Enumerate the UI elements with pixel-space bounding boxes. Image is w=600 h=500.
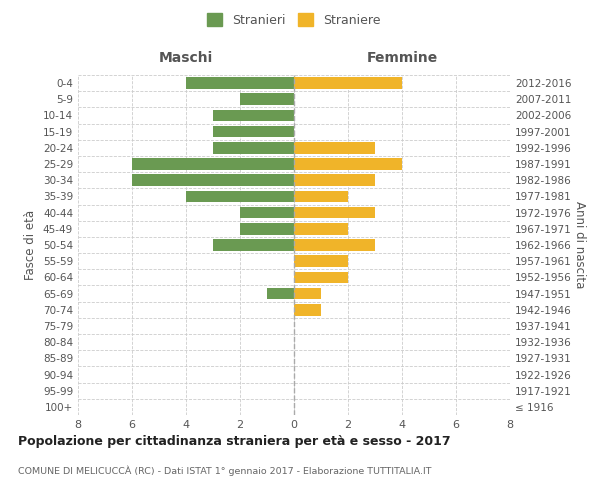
Bar	[240, 223, 294, 234]
Bar	[213, 142, 294, 154]
Bar	[186, 190, 294, 202]
Y-axis label: Anni di nascita: Anni di nascita	[572, 202, 586, 288]
Bar	[294, 158, 402, 170]
Bar	[294, 288, 321, 300]
Bar	[294, 190, 348, 202]
Bar	[132, 158, 294, 170]
Bar	[240, 207, 294, 218]
Y-axis label: Fasce di età: Fasce di età	[25, 210, 37, 280]
Bar	[294, 256, 348, 267]
Text: Maschi: Maschi	[159, 51, 213, 65]
Bar	[294, 239, 375, 251]
Bar	[132, 174, 294, 186]
Bar	[186, 78, 294, 89]
Bar	[294, 174, 375, 186]
Bar	[294, 78, 402, 89]
Text: COMUNE DI MELICUCCÀ (RC) - Dati ISTAT 1° gennaio 2017 - Elaborazione TUTTITALIA.: COMUNE DI MELICUCCÀ (RC) - Dati ISTAT 1°…	[18, 465, 431, 475]
Bar	[294, 207, 375, 218]
Bar	[213, 126, 294, 138]
Bar	[294, 142, 375, 154]
Bar	[240, 94, 294, 105]
Bar	[267, 288, 294, 300]
Bar	[213, 110, 294, 122]
Text: Popolazione per cittadinanza straniera per età e sesso - 2017: Popolazione per cittadinanza straniera p…	[18, 435, 451, 448]
Bar	[213, 239, 294, 251]
Legend: Stranieri, Straniere: Stranieri, Straniere	[207, 13, 381, 27]
Bar	[294, 223, 348, 234]
Text: Femmine: Femmine	[367, 51, 437, 65]
Bar	[294, 304, 321, 316]
Bar	[294, 272, 348, 283]
